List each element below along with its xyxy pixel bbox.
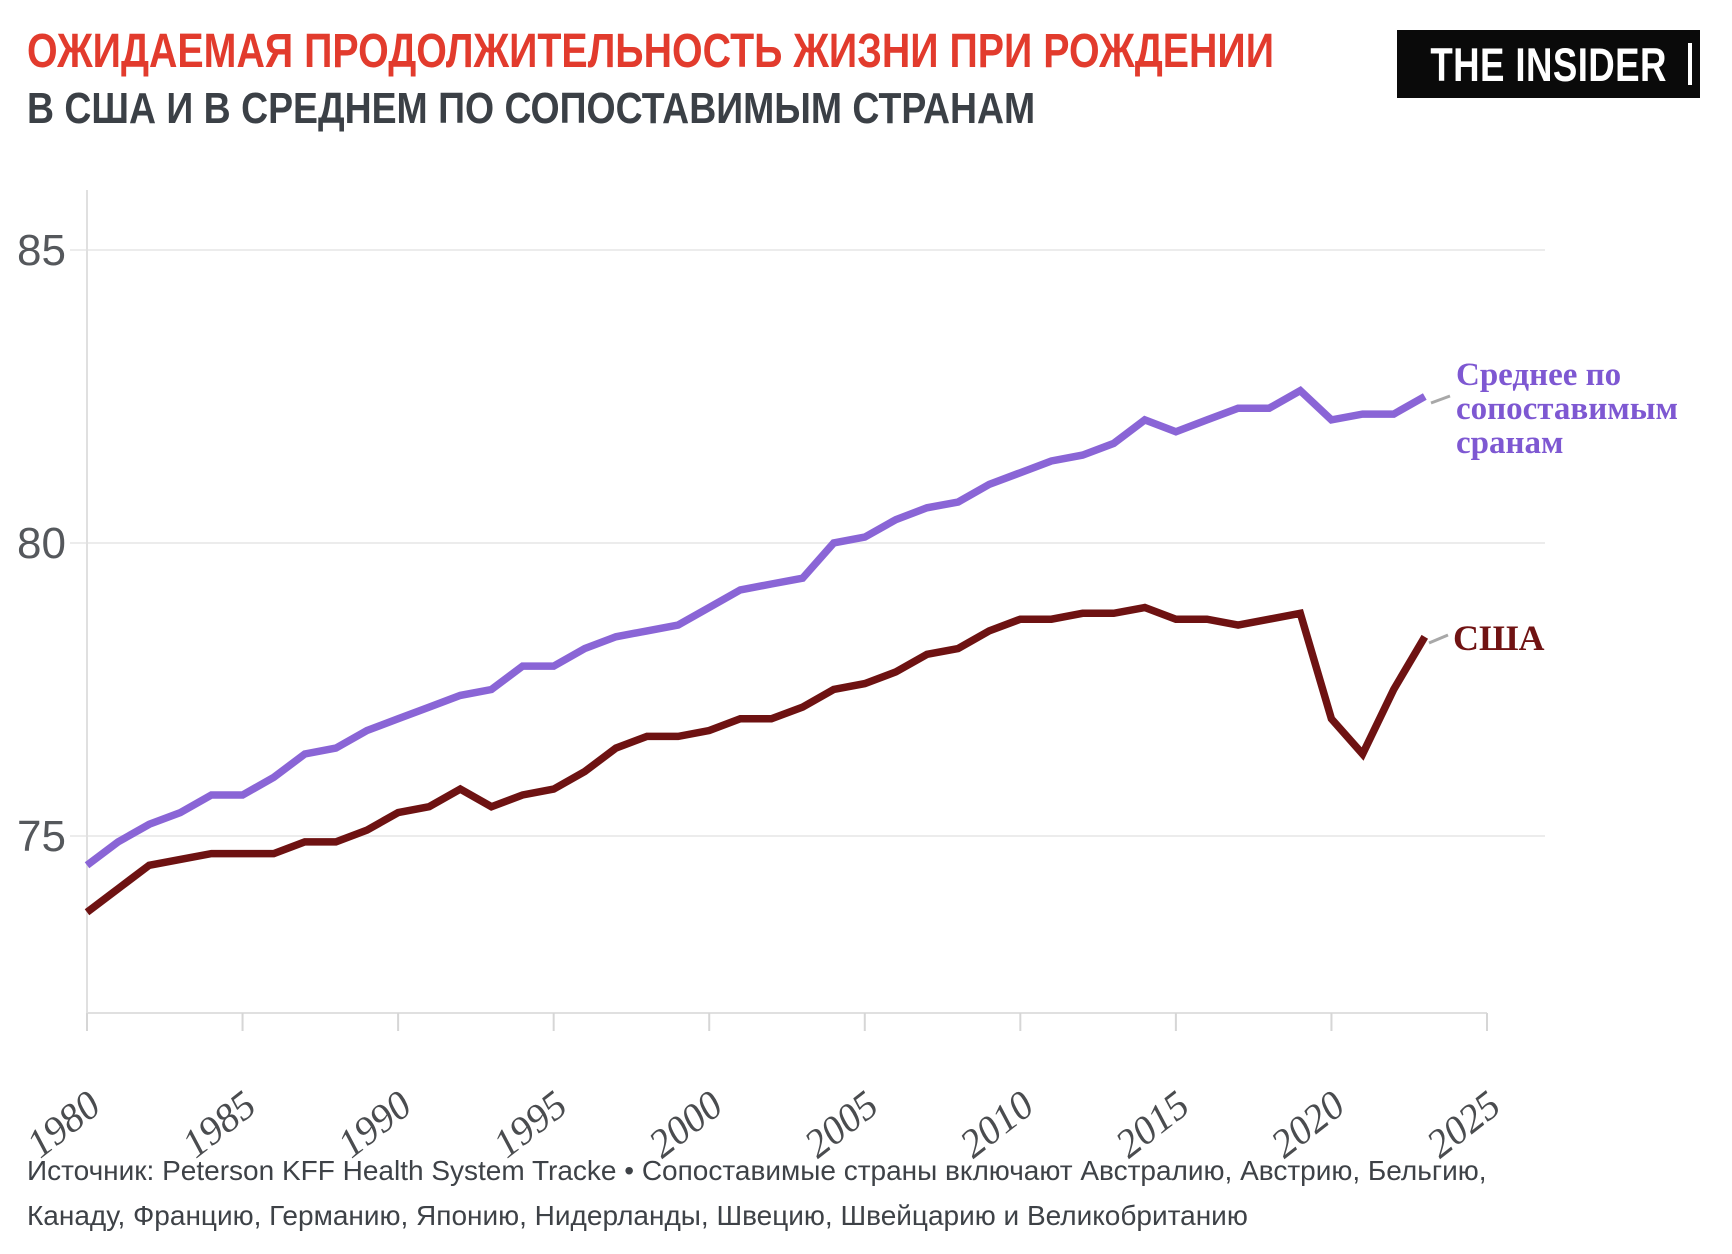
legend-comparable-line2: сопоставимым: [1456, 391, 1678, 427]
the-insider-logo-text: THE INSIDER: [1430, 37, 1667, 91]
leader-dash-comparable: [1430, 394, 1451, 405]
legend-usa: США: [1453, 618, 1545, 658]
logo-cursor-bar: [1688, 43, 1692, 85]
source-note: Источник: Peterson KFF Health System Tra…: [27, 1155, 1487, 1231]
page-title: ОЖИДАЕМАЯ ПРОДОЛЖИТЕЛЬНОСТЬ ЖИЗНИ ПРИ РО…: [27, 24, 1548, 79]
y-tick-label-80: 80: [17, 519, 66, 568]
y-tick-label-85: 85: [17, 226, 66, 275]
leader-dash-usa: [1428, 633, 1449, 645]
page-subtitle-text: В США И В СРЕДНЕМ ПО СОПОСТАВИМЫМ СТРАНА…: [27, 84, 1036, 133]
legend-comparable-line3: сранам: [1456, 425, 1564, 461]
page-title-text: ОЖИДАЕМАЯ ПРОДОЛЖИТЕЛЬНОСТЬ ЖИЗНИ ПРИ РО…: [27, 25, 1274, 78]
legend-comparable-line1: Среднее по: [1456, 357, 1622, 393]
series-line-comparable-countries: [84, 385, 1427, 869]
series-line-usa: [84, 603, 1429, 916]
the-insider-logo: THE INSIDER: [1397, 30, 1700, 98]
legend-comparable-countries: Среднее по сопоставимым сранам: [1456, 358, 1678, 460]
y-tick-label-75: 75: [17, 812, 66, 861]
page-subtitle: В США И В СРЕДНЕМ ПО СОПОСТАВИМЫМ СТРАНА…: [27, 84, 1213, 134]
